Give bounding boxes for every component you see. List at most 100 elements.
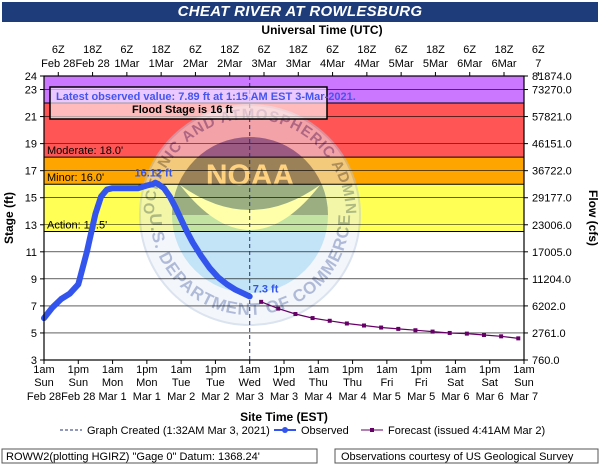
flow-tick-label-9: 57821.0	[532, 112, 572, 124]
bottom-tick-day-6: Wed	[239, 377, 261, 389]
flow-tick-label-1: 2761.0	[532, 328, 566, 340]
bottom-tick-time-11: 1pm	[410, 364, 431, 376]
forecast-point-9	[413, 328, 418, 333]
y-tick-label-7: 17	[25, 166, 37, 178]
forecast-point-4	[327, 318, 332, 323]
footer-left-box	[1, 448, 318, 464]
top-tick-date-13: 6Mar	[491, 58, 516, 70]
observed-point-16	[155, 181, 161, 187]
top-tick-label-9: 18Z	[357, 44, 376, 56]
bottom-tick-time-0: 1am	[33, 364, 54, 376]
x-axis-title: Site Time (EST)	[240, 410, 328, 424]
flood-stage-note: Flood Stage is 16 ft	[132, 104, 233, 116]
flow-tick-label-5: 23006.0	[532, 220, 572, 232]
chart-title: CHEAT RIVER AT ROWLESBURG	[2, 2, 598, 22]
flow-tick-label-0: 760.0	[532, 355, 560, 367]
legend-created-label: Graph Created (1:32AM Mar 3, 2021)	[87, 425, 270, 437]
top-tick-label-4: 6Z	[189, 44, 202, 56]
bottom-tick-time-8: 1am	[308, 364, 329, 376]
y-tick-label-6: 15	[25, 193, 37, 205]
observed-point-26	[224, 281, 230, 287]
top-tick-date-11: 5Mar	[423, 58, 448, 70]
top-tick-date-0: Feb 28	[41, 58, 75, 70]
y-tick-label-5: 13	[25, 220, 37, 232]
flow-tick-label-3: 11204.0	[532, 274, 571, 286]
observed-point-28	[241, 291, 247, 297]
observed-point-12	[135, 185, 141, 191]
flood-label-0: Action: 12.5'	[47, 220, 107, 232]
bottom-tick-day-2: Mon	[102, 377, 123, 389]
bottom-tick-time-10: 1am	[376, 364, 397, 376]
observed-point-25	[215, 275, 221, 281]
footer-datum-text: ROWW2(plotting HGIRZ) "Gage 0" Datum: 13…	[6, 451, 260, 463]
bottom-tick-date-10: Mar 5	[373, 391, 401, 403]
forecast-point-2	[293, 312, 298, 317]
observed-point-8	[104, 187, 110, 193]
observed-point-13	[144, 183, 150, 189]
bottom-tick-date-4: Mar 2	[167, 391, 195, 403]
bottom-tick-date-13: Mar 6	[476, 391, 504, 403]
flow-tick-label-11: 81874.0	[532, 71, 572, 83]
top-tick-date-2: 1Mar	[114, 58, 139, 70]
observed-point-24	[207, 265, 213, 271]
observed-point-1	[50, 304, 56, 310]
seal-bird	[180, 185, 320, 230]
flow-tick-label-4: 17005.0	[532, 247, 572, 259]
y-tick-label-1: 5	[31, 328, 37, 340]
forecast-point-12	[464, 331, 469, 336]
observed-point-2	[58, 296, 64, 302]
bottom-tick-date-5: Mar 2	[201, 391, 229, 403]
bottom-tick-date-11: Mar 5	[407, 391, 435, 403]
observed-point-18	[167, 193, 173, 199]
legend-forecast-label: Forecast (issued 4:41AM Mar 2)	[388, 425, 545, 437]
bottom-tick-time-7: 1pm	[273, 364, 294, 376]
bottom-tick-date-9: Mar 4	[339, 391, 367, 403]
bottom-tick-day-13: Sat	[481, 377, 498, 389]
bottom-tick-date-1: Feb 28	[61, 391, 95, 403]
bottom-tick-time-4: 1am	[170, 364, 191, 376]
bottom-tick-date-14: Mar 7	[510, 391, 538, 403]
bottom-tick-day-11: Fri	[415, 377, 428, 389]
top-tick-date-10: 5Mar	[389, 58, 414, 70]
top-tick-label-3: 18Z	[152, 44, 171, 56]
observed-point-27	[232, 287, 238, 293]
y-tick-label-11: 24	[25, 71, 37, 83]
observed-point-10	[118, 185, 124, 191]
top-tick-label-14: 6Z	[532, 44, 545, 56]
bottom-tick-date-8: Mar 4	[304, 391, 332, 403]
bottom-tick-date-2: Mar 1	[99, 391, 127, 403]
forecast-point-6	[362, 323, 366, 328]
forecast-series-line	[260, 301, 519, 339]
forecast-point-14	[499, 334, 504, 339]
y-tick-label-3: 9	[31, 274, 37, 286]
y-tick-label-2: 7	[31, 301, 37, 313]
observed-point-4	[75, 281, 81, 287]
bottom-tick-time-5: 1pm	[205, 364, 226, 376]
bottom-tick-day-3: Mon	[136, 377, 157, 389]
bottom-tick-day-9: Thu	[343, 377, 362, 389]
top-tick-date-4: 2Mar	[183, 58, 208, 70]
footer-right-box	[334, 448, 599, 464]
bottom-tick-day-8: Thu	[309, 377, 328, 389]
bottom-tick-time-3: 1pm	[136, 364, 157, 376]
top-axis-title: Universal Time (UTC)	[261, 23, 382, 37]
forecast-point-0	[259, 299, 264, 304]
bottom-tick-date-6: Mar 3	[236, 391, 264, 403]
forecast-point-7	[379, 325, 384, 330]
bottom-tick-time-6: 1am	[239, 364, 260, 376]
top-tick-label-11: 18Z	[426, 44, 445, 56]
latest-observation-box	[49, 86, 328, 120]
top-tick-date-6: 3Mar	[251, 58, 276, 70]
bottom-tick-time-1: 1pm	[68, 364, 89, 376]
top-tick-date-7: 3Mar	[286, 58, 311, 70]
top-tick-date-14: 7	[535, 58, 541, 70]
top-tick-label-10: 6Z	[395, 44, 408, 56]
bottom-tick-date-7: Mar 3	[270, 391, 298, 403]
y-tick-label-8: 19	[25, 139, 37, 151]
top-tick-label-13: 18Z	[495, 44, 514, 56]
y-axis-title: Stage (ft)	[2, 192, 16, 244]
flow-tick-label-8: 46151.0	[532, 139, 572, 151]
bottom-tick-time-2: 1am	[102, 364, 123, 376]
bottom-tick-day-14: Sun	[514, 377, 534, 389]
